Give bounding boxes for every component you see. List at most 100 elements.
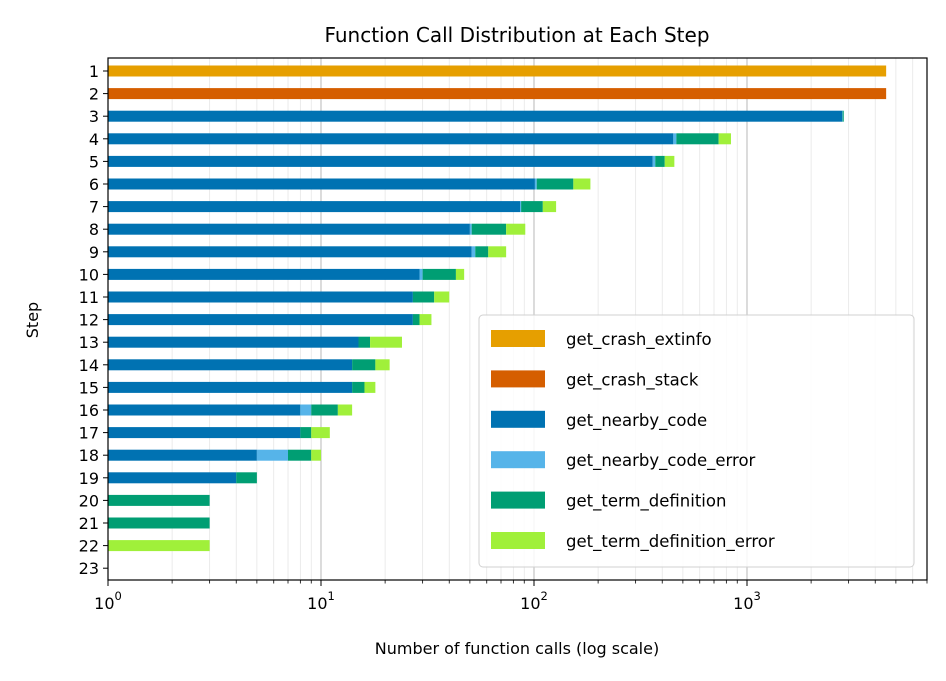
x-axis-label: Number of function calls (log scale) <box>375 639 659 658</box>
legend-swatch-get_crash_extinfo <box>491 330 545 347</box>
legend-label-get_nearby_code_error: get_nearby_code_error <box>566 451 756 471</box>
legend-swatch-get_nearby_code_error <box>491 451 545 469</box>
x-ticks: 100 101 102 103 <box>94 580 928 613</box>
y-tick-label: 12 <box>79 311 99 330</box>
plot-frame <box>107 57 928 581</box>
y-tick-label: 18 <box>79 446 99 465</box>
bar-get_term_definition_error-step-14 <box>375 359 390 371</box>
bar-get_nearby_code_error-step-16 <box>300 404 312 416</box>
bar-get_term_definition_error-step-17 <box>311 427 330 439</box>
bar-get_nearby_code-step-17 <box>108 427 301 439</box>
y-tick-label: 3 <box>89 107 99 126</box>
y-tick-label: 11 <box>79 288 99 307</box>
y-tick-label: 9 <box>89 243 99 262</box>
y-tick-label: 22 <box>79 537 99 556</box>
x-tick-label: 102 <box>520 589 548 613</box>
bar-get_term_definition-step-7 <box>521 201 543 213</box>
bar-get_term_definition_error-step-16 <box>337 404 353 416</box>
bar-get_term_definition-step-4 <box>676 133 719 145</box>
bar-get_nearby_code-step-5 <box>108 155 653 167</box>
y-tick-label: 21 <box>79 514 99 533</box>
bar-get_term_definition-step-14 <box>352 359 376 371</box>
y-tick-label: 23 <box>79 559 99 578</box>
bar-get_nearby_code-step-7 <box>108 201 521 213</box>
legend-label-get_crash_extinfo: get_crash_extinfo <box>566 330 712 350</box>
y-tick-label: 7 <box>89 198 99 217</box>
bar-get_term_definition-step-15 <box>352 381 365 393</box>
x-tick-label: 100 <box>94 589 122 613</box>
bar-get_term_definition_error-step-22 <box>108 540 210 552</box>
bar-get_nearby_code-step-6 <box>108 178 535 190</box>
legend-swatch-get_nearby_code <box>491 410 545 428</box>
bar-get_term_definition_error-step-6 <box>573 178 591 190</box>
y-tick-label: 16 <box>79 401 99 420</box>
y-tick-label: 13 <box>79 333 99 352</box>
bar-get_term_definition-step-21 <box>108 517 210 529</box>
y-tick-label: 15 <box>79 378 99 397</box>
bar-get_term_definition-step-12 <box>412 314 420 326</box>
y-axis-label: Step <box>23 302 42 338</box>
legend-swatch-get_crash_stack <box>491 370 545 388</box>
bar-get_crash_stack-step-2 <box>108 88 887 100</box>
bar-get_term_definition-step-6 <box>536 178 574 190</box>
y-tick-label: 19 <box>79 469 99 488</box>
bar-get_term_definition-step-9 <box>475 246 489 258</box>
bar-get_nearby_code_error-step-7 <box>520 201 522 213</box>
bar-get_nearby_code-step-16 <box>108 404 301 416</box>
bar-get_nearby_code_error-step-9 <box>471 246 476 258</box>
axes-layer <box>107 57 928 581</box>
bar-get_nearby_code_error-step-5 <box>652 155 656 167</box>
bar-get_term_definition_error-step-13 <box>370 336 402 348</box>
legend-swatch-get_term_definition_error <box>491 532 545 549</box>
bar-get_nearby_code_error-step-3 <box>842 110 843 122</box>
bar-get_nearby_code-step-10 <box>108 268 420 280</box>
bar-get_nearby_code-step-4 <box>108 133 674 145</box>
bar-get_nearby_code_error-step-6 <box>534 178 537 190</box>
legend-label-get_term_definition_error: get_term_definition_error <box>566 532 775 552</box>
y-tick-label: 20 <box>79 491 99 510</box>
bar-get_term_definition_error-step-4 <box>718 133 731 145</box>
legend-box <box>478 314 915 568</box>
y-tick-label: 17 <box>79 424 99 443</box>
bar-get_term_definition_error-step-9 <box>488 246 507 258</box>
bar-get_term_definition-step-5 <box>655 155 665 167</box>
bar-get_nearby_code_error-step-8 <box>469 223 472 235</box>
bar-get_nearby_code_error-step-18 <box>256 449 289 461</box>
bar-get_nearby_code-step-11 <box>108 291 413 303</box>
bar-get_term_definition-step-16 <box>311 404 338 416</box>
y-tick-label: 14 <box>79 356 99 375</box>
x-tick-label: 101 <box>307 589 335 613</box>
bar-get_nearby_code-step-15 <box>108 381 353 393</box>
bar-get_term_definition_error-step-10 <box>455 268 465 280</box>
y-tick-label: 6 <box>89 175 99 194</box>
bar-get_term_definition-step-20 <box>108 494 210 506</box>
bar-get_term_definition_error-step-5 <box>664 155 675 167</box>
bar-get_term_definition-step-18 <box>288 449 312 461</box>
x-tick-label: 103 <box>733 589 761 613</box>
bar-get_nearby_code-step-3 <box>108 110 843 122</box>
bar-get_term_definition_error-step-7 <box>542 201 557 213</box>
chart-title: Function Call Distribution at Each Step <box>324 23 709 47</box>
bar-get_term_definition_error-step-18 <box>311 449 321 461</box>
bar-get_nearby_code-step-13 <box>108 336 359 348</box>
bar-get_nearby_code_error-step-4 <box>673 133 677 145</box>
y-tick-label: 2 <box>89 85 99 104</box>
legend: get_crash_extinfo get_crash_stack get_near… <box>478 314 915 568</box>
y-tick-label: 10 <box>79 265 99 284</box>
bar-get_nearby_code-step-9 <box>108 246 472 258</box>
bar-get_crash_extinfo-step-1 <box>108 65 887 77</box>
bar-get_term_definition-step-3 <box>842 110 844 122</box>
y-tick-label: 1 <box>89 62 99 81</box>
bar-get_term_definition-step-19 <box>236 472 257 484</box>
bar-get_nearby_code-step-12 <box>108 314 413 326</box>
bar-get_term_definition_error-step-15 <box>364 381 376 393</box>
legend-swatch-get_term_definition <box>491 491 545 509</box>
legend-label-get_term_definition: get_term_definition <box>566 492 726 512</box>
bar-get_nearby_code_error-step-10 <box>419 268 423 280</box>
bar-get_nearby_code-step-18 <box>108 449 257 461</box>
bar-get_term_definition-step-17 <box>300 427 312 439</box>
y-tick-label: 8 <box>89 220 99 239</box>
legend-label-get_nearby_code: get_nearby_code <box>566 411 707 431</box>
